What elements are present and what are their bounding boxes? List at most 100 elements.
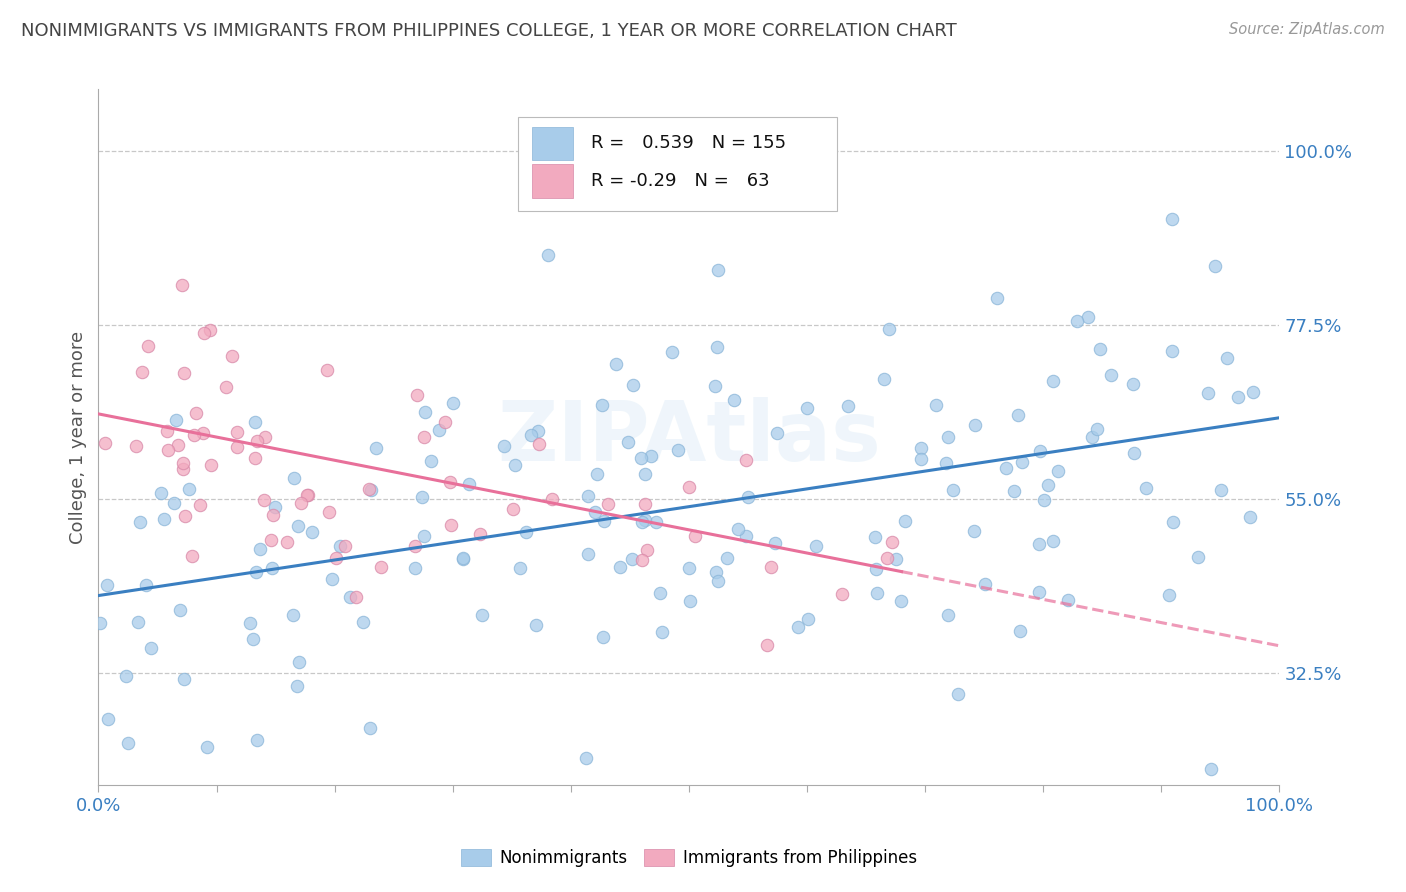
Point [1199, 763, 1222, 777]
Point [1081, 430, 1104, 444]
Point [285, 679, 308, 693]
Point [678, 561, 700, 575]
Point [242, 632, 264, 647]
Point [226, 440, 249, 454]
Point [837, 400, 859, 414]
Point [591, 398, 613, 412]
Point [172, 278, 194, 293]
FancyBboxPatch shape [517, 117, 837, 211]
Point [301, 524, 323, 539]
Point [427, 424, 450, 438]
Point [186, 406, 208, 420]
Point [1085, 422, 1108, 436]
Point [215, 380, 238, 394]
Point [1077, 310, 1099, 325]
Point [1042, 375, 1064, 389]
Point [640, 450, 662, 464]
Point [246, 733, 269, 747]
Point [650, 586, 672, 600]
Point [329, 539, 352, 553]
Point [727, 522, 749, 536]
Point [575, 750, 598, 764]
Point [706, 263, 728, 277]
Point [910, 451, 932, 466]
Point [1028, 585, 1050, 599]
Point [1161, 515, 1184, 529]
Point [634, 467, 657, 481]
Point [198, 323, 221, 337]
Bar [531, 164, 574, 198]
Point [494, 439, 516, 453]
Point [243, 450, 266, 465]
Point [876, 550, 898, 565]
Point [297, 488, 319, 502]
Point [370, 559, 392, 574]
Point [716, 550, 738, 565]
Point [135, 577, 157, 591]
Point [948, 687, 970, 701]
Point [413, 405, 436, 419]
Point [260, 533, 283, 547]
Point [890, 593, 912, 607]
Point [630, 451, 652, 466]
Point [910, 441, 932, 455]
Point [995, 461, 1018, 475]
Point [735, 529, 758, 543]
Point [1032, 493, 1054, 508]
Point [865, 561, 887, 575]
Point [936, 607, 959, 622]
Point [621, 552, 644, 566]
Point [1090, 342, 1112, 356]
Point [114, 669, 136, 683]
Point [583, 506, 606, 520]
Point [1066, 314, 1088, 328]
Point [197, 739, 219, 754]
Point [735, 453, 758, 467]
Point [262, 508, 284, 523]
Point [1057, 592, 1080, 607]
Point [527, 437, 550, 451]
Point [243, 415, 266, 429]
Point [173, 366, 195, 380]
Point [537, 248, 560, 262]
Point [766, 426, 789, 441]
Point [97, 712, 120, 726]
Point [796, 401, 818, 416]
Point [866, 586, 889, 600]
Point [509, 560, 531, 574]
Point [1099, 368, 1122, 382]
Point [634, 497, 657, 511]
Point [413, 529, 436, 543]
Point [645, 515, 668, 529]
Point [440, 517, 463, 532]
Point [439, 475, 461, 490]
Point [1209, 483, 1232, 498]
Point [169, 603, 191, 617]
Point [254, 429, 277, 443]
Point [1011, 455, 1033, 469]
Text: ZIPAtlas: ZIPAtlas [496, 397, 882, 477]
Point [1227, 390, 1250, 404]
Point [704, 379, 727, 393]
Point [882, 535, 904, 549]
Point [262, 560, 284, 574]
Point [942, 483, 965, 498]
Point [451, 552, 474, 566]
Point [287, 519, 309, 533]
Point [925, 398, 948, 412]
Point [404, 561, 426, 575]
Point [634, 513, 657, 527]
Point [333, 539, 356, 553]
Point [150, 486, 173, 500]
Point [1239, 510, 1261, 524]
Point [524, 618, 547, 632]
Point [1008, 624, 1031, 638]
Point [357, 482, 380, 496]
Point [290, 496, 312, 510]
Point [1122, 446, 1144, 460]
Point [451, 551, 474, 566]
Point [131, 365, 153, 379]
Point [94, 436, 117, 450]
Point [1036, 478, 1059, 492]
Point [325, 550, 347, 565]
